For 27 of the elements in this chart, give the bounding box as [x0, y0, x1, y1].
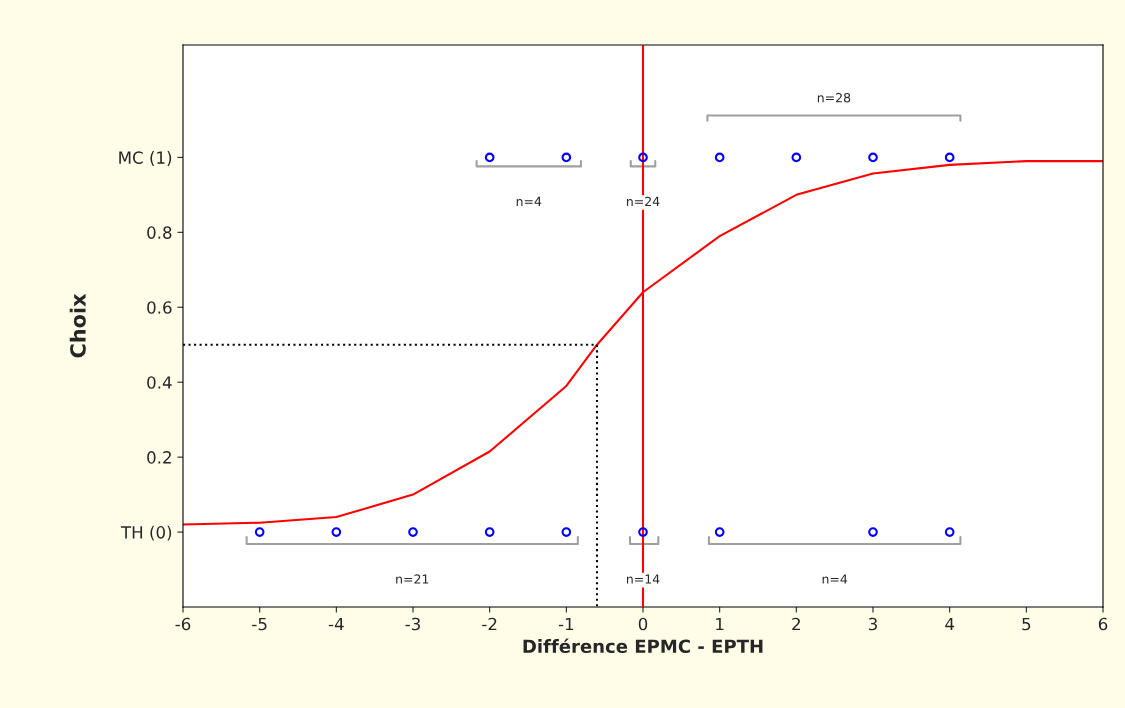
x-tick-label: 4 — [945, 617, 955, 631]
annotation: n=14 — [626, 574, 660, 584]
x-tick-label: -5 — [252, 617, 267, 631]
y-tick-label: 0.4 — [147, 376, 172, 389]
x-tick-label: 6 — [1098, 617, 1108, 631]
y-tick-label: 0.6 — [147, 301, 172, 314]
annotation: n=4 — [822, 574, 848, 584]
x-tick-label: -1 — [558, 617, 574, 631]
x-tick-label: -2 — [482, 617, 497, 631]
x-tick-label: -4 — [328, 617, 344, 631]
y-tick-label: TH (0) — [120, 525, 172, 541]
annotation: n=4 — [516, 196, 542, 206]
x-tick-label: 1 — [716, 617, 724, 631]
x-tick-label: 2 — [792, 617, 800, 631]
x-tick-label: -6 — [175, 617, 191, 631]
annotation: n=24 — [626, 196, 660, 206]
x-tick-label: 3 — [868, 617, 877, 631]
x-tick-label: 5 — [1022, 617, 1031, 631]
y-tick-label: 0.2 — [147, 451, 171, 464]
annotation: n=28 — [817, 92, 851, 103]
y-tick-label: MC (1) — [119, 151, 172, 166]
y-tick-label: 0.8 — [147, 226, 172, 239]
x-tick-label: -3 — [405, 617, 420, 631]
x-axis-title: Différence EPMC - EPTH — [523, 638, 763, 654]
x-tick-label: 0 — [638, 617, 648, 631]
y-axis-title: Choix — [69, 293, 86, 358]
annotation: n=21 — [396, 574, 429, 584]
